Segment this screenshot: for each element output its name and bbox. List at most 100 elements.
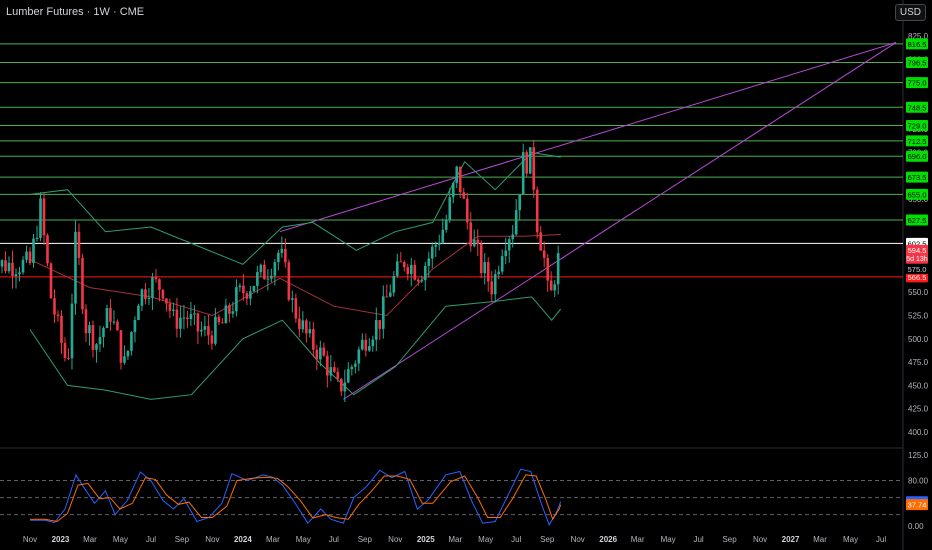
candle-body bbox=[280, 248, 284, 253]
candle-body bbox=[336, 371, 340, 379]
candle-body bbox=[39, 198, 42, 238]
candle-body bbox=[231, 311, 235, 314]
price-tick-label: 825.0 bbox=[908, 32, 929, 41]
candle-body bbox=[116, 321, 119, 331]
candle-body bbox=[88, 325, 91, 334]
candle-body bbox=[497, 271, 501, 275]
candle-body bbox=[413, 264, 417, 280]
price-axis: 825.0800.0775.0750.0725.0700.0675.0650.0… bbox=[908, 32, 929, 437]
candle-body bbox=[67, 358, 70, 360]
candle-body bbox=[486, 262, 490, 282]
price-tag-bg bbox=[906, 150, 928, 162]
candle-body bbox=[291, 298, 294, 300]
osc-tick-label: 0.00 bbox=[908, 522, 924, 531]
candle-body bbox=[312, 329, 315, 350]
candle-body bbox=[504, 250, 508, 257]
time-tick-label: Mar bbox=[83, 535, 97, 544]
candle-body bbox=[263, 264, 266, 280]
candle-body bbox=[298, 318, 301, 330]
price-tick-label: 550.0 bbox=[908, 288, 929, 297]
candle-body bbox=[7, 262, 11, 272]
price-tag-label: 816.5 bbox=[908, 40, 927, 49]
wedge-lower bbox=[343, 42, 897, 400]
candle-body bbox=[74, 231, 77, 304]
candle-body bbox=[203, 326, 207, 330]
candle-body bbox=[514, 210, 518, 235]
price-tag-729-0: 729.0 bbox=[906, 119, 928, 131]
candle-body bbox=[518, 194, 522, 211]
time-tick-label: Jul bbox=[511, 535, 521, 544]
candle-body bbox=[11, 262, 14, 277]
candle-body bbox=[556, 253, 560, 285]
candle-body bbox=[465, 198, 469, 223]
price-tag-627-5: 627.5 bbox=[906, 214, 928, 226]
candle-body bbox=[217, 316, 221, 323]
bollinger-bands bbox=[29, 151, 562, 400]
time-tick-label: May bbox=[296, 535, 311, 544]
candle-body bbox=[56, 314, 60, 316]
candle-body bbox=[221, 322, 224, 324]
candle-body bbox=[343, 382, 347, 392]
bb-basis bbox=[29, 234, 561, 317]
candle-body bbox=[84, 309, 88, 334]
candle-body bbox=[81, 257, 84, 310]
candle-body bbox=[172, 309, 175, 311]
candle-body bbox=[399, 261, 403, 263]
candle-body bbox=[154, 277, 158, 280]
candle-body bbox=[406, 267, 410, 274]
candle-body bbox=[430, 246, 434, 259]
price-tag-816-5: 816.5 bbox=[906, 38, 928, 50]
current-price-label: 594.5 bbox=[908, 246, 927, 255]
price-tag-bg bbox=[906, 57, 928, 69]
candle-body bbox=[140, 289, 144, 306]
candle-body bbox=[32, 238, 35, 264]
candle-body bbox=[77, 231, 81, 258]
time-tick-label: Sep bbox=[175, 535, 190, 544]
candle-body bbox=[235, 287, 238, 312]
candle-body bbox=[123, 356, 126, 363]
price-tag-655-0: 655.0 bbox=[906, 188, 928, 200]
time-tick-label: Mar bbox=[813, 535, 827, 544]
wedge-trendlines bbox=[279, 42, 897, 400]
candle-body bbox=[451, 182, 455, 198]
candle-body bbox=[392, 275, 396, 293]
horizontal-levels bbox=[0, 43, 903, 278]
osc-tick-label: 80.00 bbox=[908, 477, 929, 486]
candle-body bbox=[252, 285, 256, 292]
candle-body bbox=[381, 296, 385, 329]
candle-body bbox=[270, 275, 273, 279]
candle-body bbox=[126, 350, 130, 357]
candle-body bbox=[416, 279, 420, 282]
time-axis: Nov 2023 Mar May Jul Sep Nov 2024 Mar May Jul Sep No… bbox=[23, 535, 886, 544]
candle-body bbox=[18, 272, 21, 275]
price-marker-tag: 575.0 bbox=[906, 263, 928, 274]
candle-body bbox=[500, 256, 504, 272]
time-tick-label: Jul bbox=[146, 535, 156, 544]
candle-body bbox=[249, 291, 252, 299]
candle-body bbox=[535, 189, 539, 233]
candle-body bbox=[364, 339, 368, 351]
price-tag-label: 655.0 bbox=[908, 190, 927, 199]
stoch-rsi-panel: 125.080.000.0042.7037.74 bbox=[0, 451, 929, 531]
price-tag-bg bbox=[906, 271, 928, 283]
currency-button[interactable]: USD bbox=[894, 4, 926, 21]
current-price-tag: 594.55d 13h bbox=[906, 244, 928, 264]
candle-body bbox=[144, 289, 147, 300]
candle-body bbox=[224, 305, 228, 324]
bb-lower bbox=[29, 296, 562, 400]
time-tick-label: Nov bbox=[388, 535, 402, 544]
candle-body bbox=[28, 251, 32, 264]
candle-body bbox=[228, 305, 231, 314]
time-tick-label: Nov bbox=[753, 535, 767, 544]
candle-body bbox=[301, 320, 305, 330]
candle-body bbox=[507, 239, 511, 251]
candle-body bbox=[423, 266, 427, 281]
price-tag-566-5: 566.5 bbox=[906, 271, 928, 283]
price-tag-bg bbox=[906, 214, 928, 226]
candle-body bbox=[479, 244, 483, 274]
time-tick-label: 2023 bbox=[52, 535, 70, 544]
price-tag-696-0: 696.0 bbox=[906, 150, 928, 162]
candle-body bbox=[112, 321, 116, 323]
price-tag-bg bbox=[906, 38, 928, 50]
